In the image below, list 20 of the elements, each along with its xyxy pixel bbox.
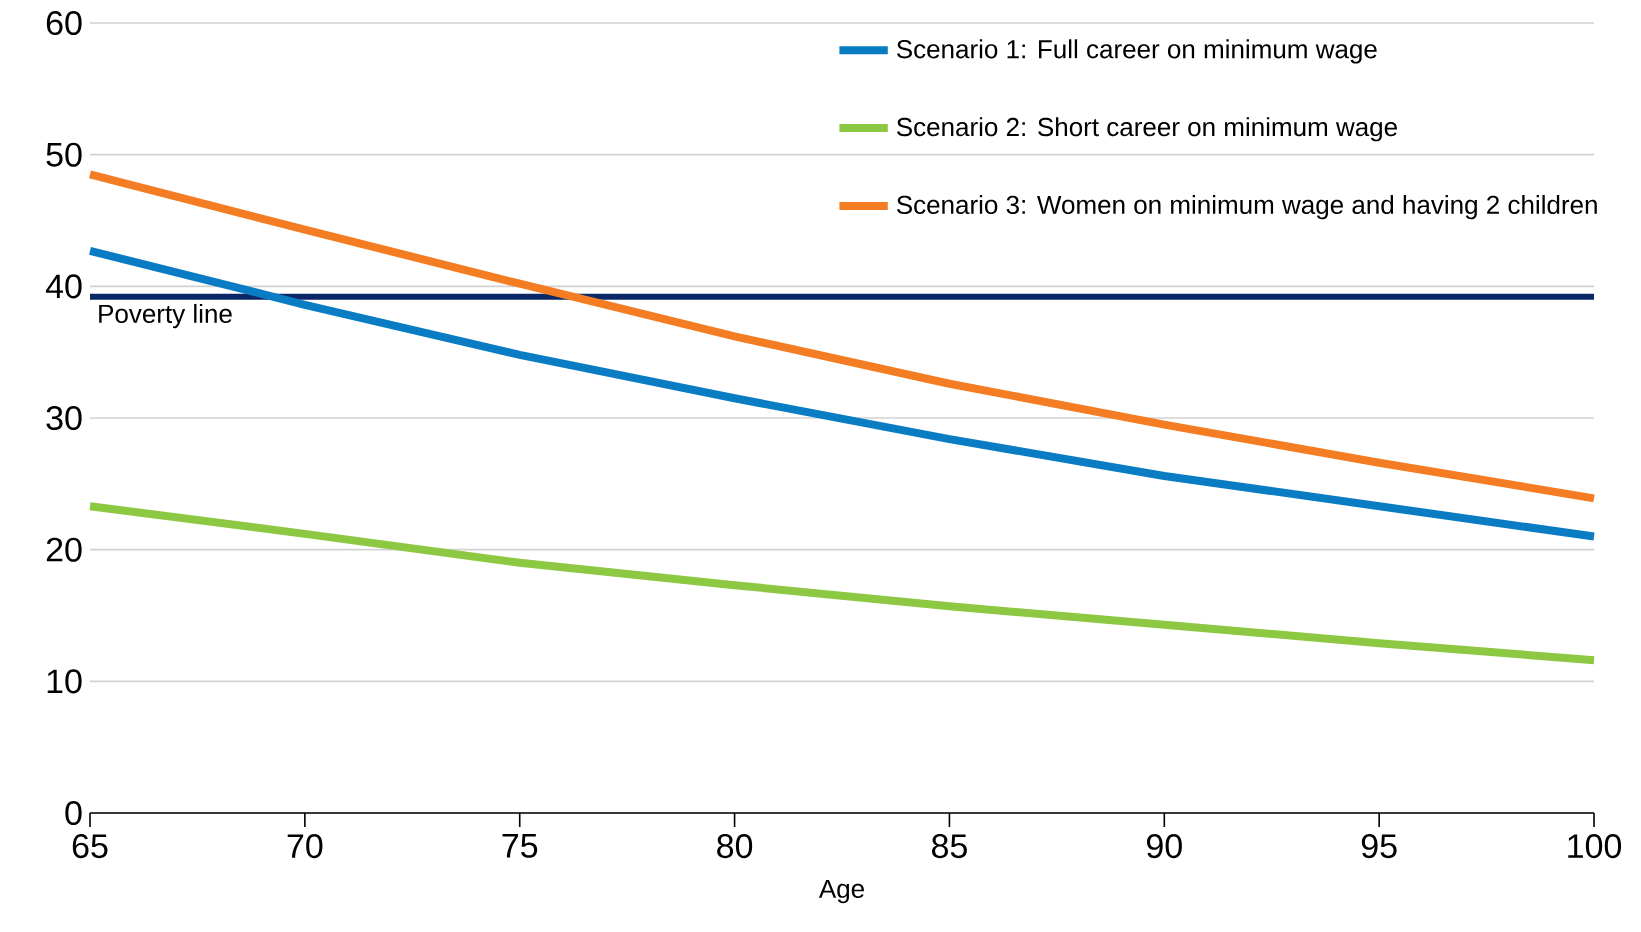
x-tick-label: 85 bbox=[932, 834, 967, 859]
legend-label: Scenario 2: Short career on minimum wage bbox=[896, 117, 1397, 142]
x-tick-label: 80 bbox=[717, 834, 753, 859]
y-tick-label: 10 bbox=[47, 669, 82, 694]
y-tick-label: 20 bbox=[46, 537, 82, 562]
x-axis-title: Age bbox=[818, 879, 864, 904]
y-tick-label: 40 bbox=[45, 274, 82, 299]
x-tick-label: 65 bbox=[72, 834, 108, 859]
y-tick-label: 30 bbox=[46, 405, 82, 431]
x-tick-label: 95 bbox=[1361, 834, 1397, 859]
y-tick-label: 0 bbox=[65, 800, 82, 826]
ref-line-label: Poverty line bbox=[99, 303, 232, 329]
legend-label: Scenario 3: Women on minimum wage and having 2 children bbox=[896, 194, 1597, 220]
y-tick-label: 50 bbox=[46, 142, 82, 167]
x-tick-label: 90 bbox=[1146, 834, 1182, 859]
legend-label: Scenario 1: Full career on minimum wage bbox=[896, 39, 1377, 64]
x-tick-label: 75 bbox=[502, 834, 538, 858]
y-tick-label: 60 bbox=[46, 10, 82, 36]
x-tick-label: 70 bbox=[287, 834, 323, 859]
x-tick-label: 100 bbox=[1568, 834, 1622, 859]
